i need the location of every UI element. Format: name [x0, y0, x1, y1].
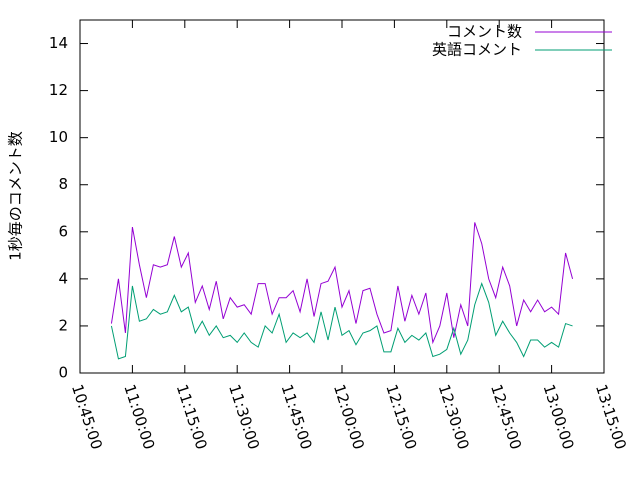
- x-tick-label: 11:30:00: [225, 382, 263, 452]
- y-tick-label: 4: [58, 269, 68, 287]
- x-tick-label: 11:45:00: [278, 382, 316, 452]
- x-tick-label: 12:30:00: [435, 382, 473, 452]
- y-tick-label: 8: [58, 175, 68, 193]
- x-tick-label: 12:00:00: [330, 382, 368, 452]
- plot-frame: [79, 19, 605, 374]
- x-tick-label: 12:15:00: [382, 382, 420, 452]
- x-tick-label: 11:00:00: [120, 382, 158, 452]
- x-tick-label: 12:45:00: [487, 382, 525, 452]
- y-tick-label: 6: [58, 222, 68, 240]
- y-tick-label: 12: [49, 81, 68, 99]
- y-axis-label: 1秒毎のコメント数: [7, 131, 25, 261]
- series-line: [110, 282, 573, 360]
- x-tick-label: 13:15:00: [592, 382, 630, 452]
- legend-label: コメント数: [447, 23, 522, 41]
- x-tick-label: 13:00:00: [540, 382, 578, 452]
- y-tick-label: 0: [58, 364, 68, 382]
- legend-label: 英語コメント: [432, 41, 522, 59]
- x-tick-label: 10:45:00: [68, 382, 106, 452]
- y-tick-label: 2: [58, 316, 68, 334]
- y-tick-label: 10: [49, 128, 68, 146]
- series-line: [110, 222, 574, 345]
- y-tick-label: 14: [49, 34, 68, 52]
- x-tick-label: 11:15:00: [173, 382, 211, 452]
